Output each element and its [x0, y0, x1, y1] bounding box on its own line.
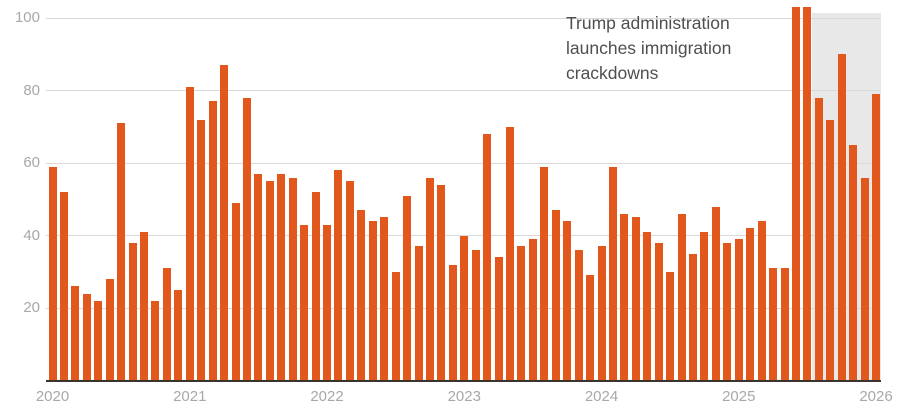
bar	[677, 213, 686, 381]
bar	[403, 195, 412, 381]
gridline	[46, 17, 881, 19]
bar	[689, 253, 697, 381]
bar	[460, 235, 469, 381]
bar	[425, 177, 434, 381]
bar	[483, 134, 492, 381]
bar	[254, 173, 263, 381]
bar	[620, 213, 629, 381]
bar	[437, 184, 446, 381]
bar	[345, 181, 354, 381]
bar	[368, 221, 377, 381]
bar	[220, 65, 229, 381]
bar	[162, 268, 171, 381]
gridline	[46, 162, 881, 164]
bar	[185, 86, 194, 381]
bar	[506, 126, 514, 381]
bar	[826, 119, 835, 381]
bar	[277, 173, 286, 381]
bar	[197, 119, 206, 381]
bar	[311, 192, 320, 381]
bar	[151, 300, 160, 381]
bar	[746, 228, 755, 381]
x-axis-tick-label: 2022	[310, 388, 344, 405]
annotation-line-2: launches immigration	[566, 38, 732, 58]
bar	[700, 231, 709, 381]
bar	[231, 202, 240, 381]
bar	[59, 192, 68, 381]
bar	[563, 221, 572, 381]
gridline	[46, 90, 881, 91]
x-axis-tick-label: 2023	[447, 388, 481, 405]
bar	[414, 246, 423, 381]
bar	[517, 246, 526, 381]
bar	[540, 166, 549, 381]
y-axis-tick-label: 40	[23, 226, 40, 244]
y-axis-tick-label: 80	[23, 81, 40, 99]
bar	[71, 286, 80, 381]
bar	[82, 293, 91, 381]
bar	[837, 54, 846, 381]
bar	[769, 268, 778, 381]
bar	[803, 7, 812, 381]
chart-annotation: Trump administration launches immigratio…	[566, 11, 731, 86]
bar	[711, 206, 720, 381]
bar	[860, 177, 869, 381]
bar	[448, 264, 457, 381]
bar	[872, 94, 880, 381]
bar	[780, 268, 789, 381]
annotation-line-1: Trump administration	[566, 13, 730, 33]
bar	[471, 250, 480, 381]
bar	[140, 231, 148, 381]
bar	[574, 250, 583, 381]
bar	[380, 217, 389, 381]
x-axis-tick-label: 2026	[859, 388, 893, 405]
x-axis-tick-label: 2020	[35, 388, 70, 405]
bar	[654, 242, 663, 381]
bar	[105, 279, 114, 381]
bar	[849, 144, 858, 381]
bar	[528, 239, 537, 381]
y-axis-tick-label: 60	[23, 154, 40, 171]
bar	[334, 170, 343, 381]
bar	[117, 123, 126, 381]
bar	[300, 224, 309, 381]
bar	[791, 7, 800, 381]
bar	[757, 221, 766, 381]
bar	[631, 217, 640, 381]
bar	[174, 289, 183, 381]
bar	[723, 242, 732, 381]
bar	[608, 166, 617, 381]
bar	[242, 97, 251, 381]
bar	[597, 246, 606, 381]
bar	[323, 224, 331, 381]
bar	[288, 177, 297, 381]
bar	[586, 275, 595, 381]
highlight-region	[812, 13, 881, 381]
annotation-line-3: crackdowns	[566, 63, 659, 83]
bar	[551, 210, 560, 381]
bar	[814, 97, 823, 381]
bar	[265, 181, 274, 381]
x-axis-tick-label: 2025	[722, 388, 756, 405]
bar	[391, 271, 400, 381]
bar	[48, 166, 57, 381]
bar	[357, 210, 366, 381]
bar	[208, 101, 217, 381]
x-axis-line	[46, 380, 881, 382]
x-axis-tick-label: 2021	[173, 388, 207, 405]
bar	[734, 239, 743, 381]
bar	[666, 271, 675, 381]
bar	[643, 231, 652, 381]
x-axis-tick-label: 2024	[584, 388, 619, 405]
bar	[494, 257, 503, 381]
bar	[128, 242, 137, 381]
y-axis-tick-label: 20	[23, 299, 40, 316]
bar	[94, 300, 103, 381]
y-axis-tick-label: 100	[14, 9, 40, 26]
